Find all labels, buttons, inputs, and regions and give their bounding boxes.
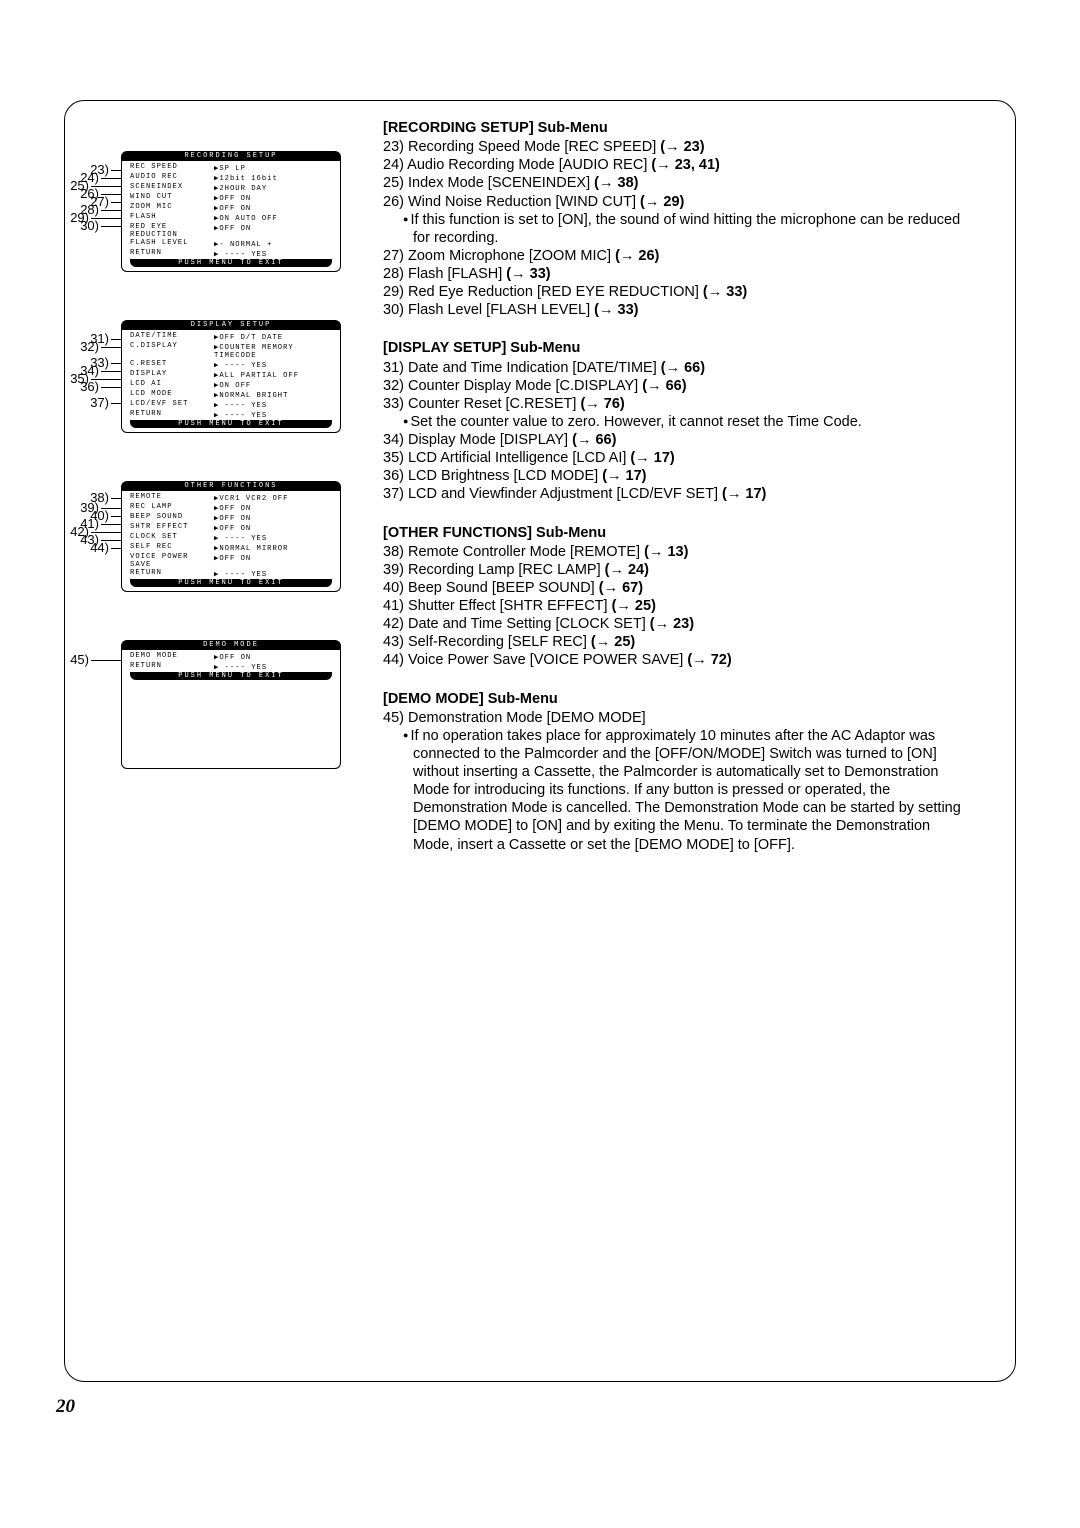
menu-row: WIND CUT▶OFF ON [130, 193, 332, 203]
menu-title: OTHER FUNCTIONS [121, 481, 341, 491]
menu-row: RED EYE REDUCTION▶OFF ON [130, 223, 332, 239]
menu-row: BEEP SOUND▶OFF ON [130, 513, 332, 523]
callout: 36) [80, 379, 121, 394]
item-line: 31) Date and Time Indication [DATE/TIME]… [383, 359, 973, 377]
menu-row: RETURN▶ ---- YES [130, 569, 332, 579]
menu-row: DATE/TIME▶OFF D/T DATE [130, 332, 332, 342]
item-line: 30) Flash Level [FLASH LEVEL] (→ 33) [383, 301, 973, 319]
menu-row: LCD AI▶ON OFF [130, 380, 332, 390]
menu-row: LCD MODE▶NORMAL BRIGHT [130, 390, 332, 400]
menu-row: LCD/EVF SET▶ ---- YES [130, 400, 332, 410]
callout: 45) [70, 652, 121, 667]
item-line: 43) Self-Recording [SELF REC] (→ 25) [383, 633, 973, 651]
menu-body: DEMO MODE▶OFF ONRETURN▶ ---- YESPUSH MEN… [121, 650, 341, 769]
item-line: 33) Counter Reset [C.RESET] (→ 76) [383, 395, 973, 413]
menu-box: RECORDING SETUPREC SPEED▶SP LPAUDIO REC▶… [121, 151, 341, 272]
menu-row: ZOOM MIC▶OFF ON [130, 203, 332, 213]
callout: 30) [80, 218, 121, 233]
item-note: Set the counter value to zero. However, … [383, 413, 973, 431]
section-title: [RECORDING SETUP] Sub-Menu [383, 119, 973, 137]
item-line: 45) Demonstration Mode [DEMO MODE] [383, 709, 973, 727]
manual-page: RECORDING SETUPREC SPEED▶SP LPAUDIO REC▶… [64, 100, 1016, 1382]
item-line: 41) Shutter Effect [SHTR EFFECT] (→ 25) [383, 597, 973, 615]
item-line: 39) Recording Lamp [REC LAMP] (→ 24) [383, 561, 973, 579]
menu-row: DISPLAY▶ALL PARTIAL OFF [130, 370, 332, 380]
menu-row: VOICE POWER SAVE▶OFF ON [130, 553, 332, 569]
menu-footer: PUSH MENU TO EXIT [130, 259, 332, 267]
menu-row: RETURN▶ ---- YES [130, 410, 332, 420]
menu-row: CLOCK SET▶ ---- YES [130, 533, 332, 543]
item-line: 34) Display Mode [DISPLAY] (→ 66) [383, 431, 973, 449]
item-line: 29) Red Eye Reduction [RED EYE REDUCTION… [383, 283, 973, 301]
menu-row: SCENEINDEX▶2HOUR DAY [130, 183, 332, 193]
item-line: 37) LCD and Viewfinder Adjustment [LCD/E… [383, 485, 973, 503]
menu-row: C.RESET▶ ---- YES [130, 360, 332, 370]
section: [OTHER FUNCTIONS] Sub-Menu38) Remote Con… [383, 524, 973, 670]
item-note: If this function is set to [ON], the sou… [383, 211, 973, 247]
section: [DEMO MODE] Sub-Menu45) Demonstration Mo… [383, 690, 973, 854]
item-line: 38) Remote Controller Mode [REMOTE] (→ 1… [383, 543, 973, 561]
menu-title: DISPLAY SETUP [121, 320, 341, 330]
item-line: 26) Wind Noise Reduction [WIND CUT] (→ 2… [383, 193, 973, 211]
item-line: 40) Beep Sound [BEEP SOUND] (→ 67) [383, 579, 973, 597]
menu-row: RETURN▶ ---- YES [130, 249, 332, 259]
page-number: 20 [56, 1396, 1080, 1418]
menu-row: REC LAMP ▶OFF ON [130, 503, 332, 513]
menu-title: RECORDING SETUP [121, 151, 341, 161]
section-title: [DISPLAY SETUP] Sub-Menu [383, 339, 973, 357]
menu-row: SHTR EFFECT▶OFF ON [130, 523, 332, 533]
item-line: 42) Date and Time Setting [CLOCK SET] (→… [383, 615, 973, 633]
menu-box: DEMO MODEDEMO MODE▶OFF ONRETURN▶ ---- YE… [121, 640, 341, 769]
menu-title: DEMO MODE [121, 640, 341, 650]
callout: 37) [90, 395, 121, 410]
menu-box: OTHER FUNCTIONSREMOTE▶VCR1 VCR2 OFFREC L… [121, 481, 341, 592]
menu-row: TIMECODE [130, 352, 332, 360]
menu-row: REMOTE▶VCR1 VCR2 OFF [130, 493, 332, 503]
item-line: 35) LCD Artificial Intelligence [LCD AI]… [383, 449, 973, 467]
item-line: 32) Counter Display Mode [C.DISPLAY] (→ … [383, 377, 973, 395]
menu-row: SELF REC▶NORMAL MIRROR [130, 543, 332, 553]
menu-row: FLASH LEVEL▶- NORMAL + [130, 239, 332, 249]
item-line: 23) Recording Speed Mode [REC SPEED] (→ … [383, 138, 973, 156]
item-line: 25) Index Mode [SCENEINDEX] (→ 38) [383, 174, 973, 192]
item-line: 24) Audio Recording Mode [AUDIO REC] (→ … [383, 156, 973, 174]
menu-body: REMOTE▶VCR1 VCR2 OFFREC LAMP ▶OFF ONBEEP… [121, 491, 341, 592]
menu-body: DATE/TIME▶OFF D/T DATEC.DISPLAY▶COUNTER … [121, 330, 341, 433]
left-column: RECORDING SETUPREC SPEED▶SP LPAUDIO REC▶… [65, 101, 375, 1381]
item-line: 28) Flash [FLASH] (→ 33) [383, 265, 973, 283]
menu-row: FLASH▶ON AUTO OFF [130, 213, 332, 223]
menu-box: DISPLAY SETUPDATE/TIME▶OFF D/T DATEC.DIS… [121, 320, 341, 433]
section: [DISPLAY SETUP] Sub-Menu 31) Date and Tim… [383, 339, 973, 503]
section-title: [DEMO MODE] Sub-Menu [383, 690, 973, 708]
section: [RECORDING SETUP] Sub-Menu23) Recording … [383, 119, 973, 319]
menu-row: C.DISPLAY▶COUNTER MEMORY [130, 342, 332, 352]
menu-row: RETURN▶ ---- YES [130, 662, 332, 672]
menu-footer: PUSH MENU TO EXIT [130, 672, 332, 680]
menu-footer: PUSH MENU TO EXIT [130, 579, 332, 587]
item-line: 36) LCD Brightness [LCD MODE] (→ 17) [383, 467, 973, 485]
menu-row: DEMO MODE▶OFF ON [130, 652, 332, 662]
menu-footer: PUSH MENU TO EXIT [130, 420, 332, 428]
section-title: [OTHER FUNCTIONS] Sub-Menu [383, 524, 973, 542]
menu-row: REC SPEED▶SP LP [130, 163, 332, 173]
item-line: 27) Zoom Microphone [ZOOM MIC] (→ 26) [383, 247, 973, 265]
item-note: If no operation takes place for approxim… [383, 727, 973, 854]
callout: 44) [90, 540, 121, 555]
right-column: [RECORDING SETUP] Sub-Menu23) Recording … [375, 101, 1015, 1381]
item-line: 44) Voice Power Save [VOICE POWER SAVE] … [383, 651, 973, 669]
callout: 32) [80, 339, 121, 354]
menu-row: AUDIO REC▶12bit 16bit [130, 173, 332, 183]
menu-body: REC SPEED▶SP LPAUDIO REC▶12bit 16bitSCEN… [121, 161, 341, 272]
